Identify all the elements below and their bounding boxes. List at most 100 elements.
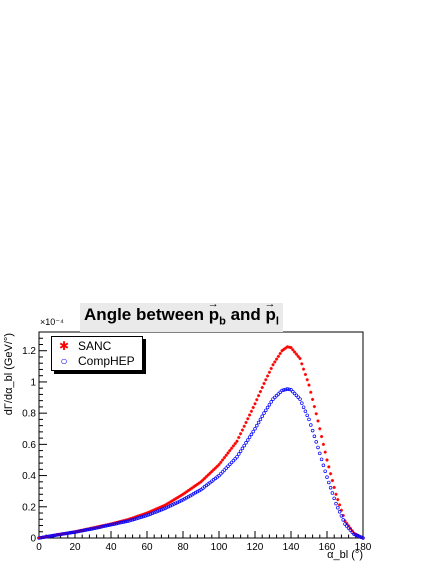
data-point-circle [328, 485, 333, 490]
data-point-circle [84, 528, 88, 532]
data-point-star [338, 503, 342, 507]
data-point-star [260, 385, 264, 390]
data-point-circle [305, 413, 309, 418]
star-stroke [232, 444, 235, 448]
data-point-circle [156, 509, 160, 513]
data-point-circle [337, 510, 342, 514]
star-stroke [226, 451, 230, 455]
data-point-star [237, 435, 241, 440]
star-stroke [266, 374, 269, 378]
data-point-star [264, 378, 268, 382]
data-point-circle [354, 533, 358, 537]
data-point-star [323, 450, 327, 454]
data-point-star [246, 417, 250, 421]
data-point-star [226, 451, 230, 455]
data-point-circle [237, 452, 241, 456]
data-point-circle [226, 464, 230, 468]
data-point-circle [42, 535, 47, 539]
data-point-star [266, 374, 270, 378]
data-point-circle [244, 441, 248, 445]
star-stroke [296, 354, 300, 358]
data-point-circle [89, 527, 93, 531]
x-tick-label: 20 [69, 542, 81, 553]
data-point-circle [235, 455, 239, 459]
star-stroke [248, 413, 251, 417]
data-point-star [239, 432, 243, 436]
y-tick-label: 0.4 [22, 471, 36, 482]
data-point-circle [314, 440, 318, 444]
data-point-circle [325, 475, 329, 479]
vector-p-l-letter: p [265, 305, 276, 324]
data-point-circle [147, 512, 151, 517]
data-point-circle [49, 534, 54, 538]
data-point-star [242, 424, 246, 428]
data-point-circle [55, 533, 59, 537]
legend-entry-comphep: ○ CompHEP [56, 354, 134, 368]
series-sanc [37, 345, 365, 540]
star-stroke [302, 367, 305, 371]
series-layer [37, 345, 365, 540]
data-point-star [330, 478, 334, 483]
data-point-star [289, 346, 293, 350]
data-point-circle [339, 514, 344, 518]
data-point-circle [111, 522, 115, 527]
data-point-circle [276, 392, 281, 396]
data-point-star [276, 354, 280, 358]
data-point-circle [309, 423, 313, 427]
data-point-star [275, 357, 279, 361]
data-point-circle [229, 460, 234, 465]
data-point-circle [292, 391, 297, 396]
data-point-circle [179, 498, 183, 503]
y-tick-label: 0.2 [22, 502, 36, 513]
data-point-circle [172, 502, 176, 506]
data-point-star [307, 383, 311, 387]
data-point-star [208, 471, 212, 475]
star-stroke [298, 357, 302, 360]
data-point-star [215, 464, 219, 468]
data-point-circle [273, 395, 277, 400]
star-stroke [334, 492, 338, 496]
data-point-circle [161, 507, 165, 511]
vector-arrow-icon: → [207, 298, 219, 310]
data-point-circle [71, 530, 75, 535]
data-point-circle [165, 505, 169, 510]
data-point-circle [283, 387, 288, 392]
data-point-circle [278, 390, 282, 394]
data-point-circle [300, 401, 304, 405]
star-stroke [309, 390, 313, 394]
x-tick-label: 120 [247, 542, 264, 553]
star-stroke [343, 519, 347, 523]
x-tick-label: 80 [177, 542, 189, 553]
data-point-circle [73, 530, 77, 534]
data-point-circle [58, 532, 63, 537]
data-point-circle [57, 532, 61, 537]
data-point-circle [231, 458, 236, 463]
data-point-circle [316, 445, 320, 450]
star-stroke [329, 472, 332, 476]
title-prefix: Angle between [84, 305, 209, 324]
data-point-circle [307, 417, 311, 422]
data-point-circle [163, 506, 167, 511]
star-stroke [305, 378, 309, 382]
data-point-circle [46, 534, 50, 539]
data-point-circle [123, 519, 128, 524]
star-stroke [264, 378, 268, 382]
data-point-circle [85, 527, 90, 532]
data-point-circle [76, 529, 81, 534]
data-point-circle [303, 409, 308, 414]
data-point-star [312, 404, 316, 409]
star-stroke [275, 357, 278, 361]
vector-p-b-subscript: b [219, 315, 226, 328]
x-tick-label: 40 [105, 542, 117, 553]
data-point-circle [159, 508, 164, 512]
data-point-circle [345, 524, 349, 528]
data-point-star [231, 444, 235, 448]
star-stroke [244, 421, 248, 424]
data-point-star [267, 370, 271, 374]
star-stroke [327, 465, 331, 469]
data-point-circle [154, 510, 158, 514]
data-point-star [255, 398, 259, 402]
data-point-star [257, 394, 261, 398]
vector-p-b: → pb [208, 298, 226, 328]
